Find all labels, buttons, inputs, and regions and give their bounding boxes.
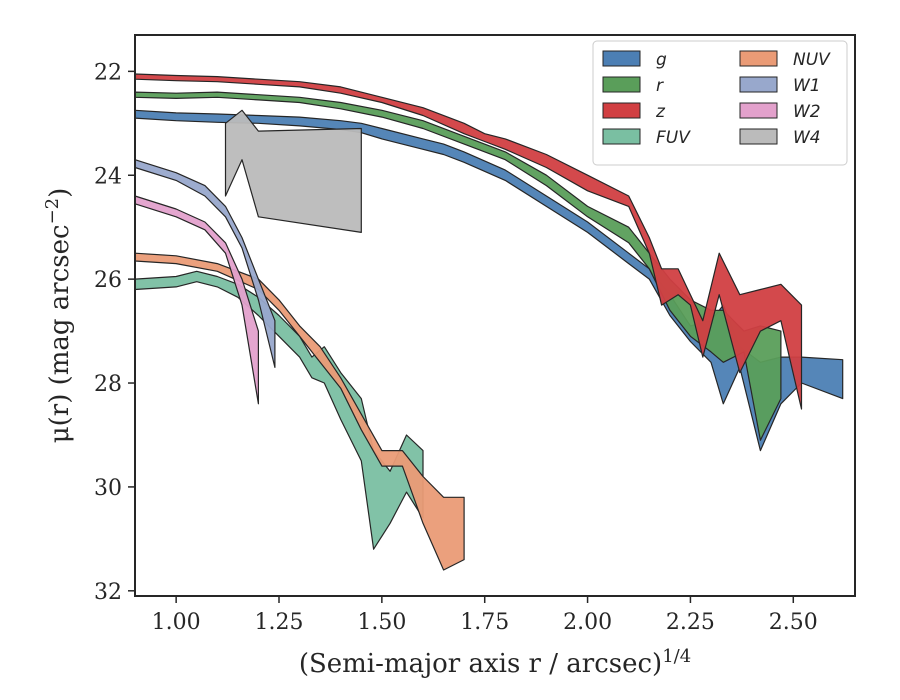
legend-swatch-fuv: [602, 128, 641, 145]
legend-swatch-r: [602, 76, 641, 93]
legend-swatch-g: [602, 50, 641, 67]
legend-swatch-nuv: [739, 50, 778, 67]
band-z: [134, 73, 803, 410]
x-tick-label: 1.50: [357, 610, 406, 635]
x-tick-label: 2.00: [563, 610, 612, 635]
x-tick-label: 2.25: [666, 610, 715, 635]
legend-swatch-w2: [739, 102, 778, 119]
y-tick-label: 28: [94, 372, 122, 397]
legend-swatch-w4: [739, 128, 778, 145]
band-w2: [134, 195, 259, 405]
band-fuv: [134, 270, 424, 550]
legend-label-r: r: [656, 76, 664, 96]
y-tick-label: 26: [94, 268, 122, 293]
legend-swatch-z: [602, 102, 641, 119]
band-r: [134, 91, 782, 441]
x-tick-label: 1.00: [152, 610, 201, 635]
x-tick-label: 1.75: [460, 610, 509, 635]
band-w4: [224, 109, 362, 233]
band-nuv: [134, 252, 465, 571]
x-tick-label: 1.25: [255, 610, 304, 635]
legend-label-w2: W2: [793, 102, 821, 122]
y-tick-label: 32: [94, 580, 122, 605]
plot-frame: [134, 34, 856, 597]
y-tick-label: 30: [94, 476, 122, 501]
legend: grz FUV NUV W1 W2 W4: [592, 40, 848, 166]
legend-label-z: z: [655, 102, 666, 122]
x-axis-ticks: 1.00 1.25 1.50 1.75 2.00 2.25 2.50: [152, 596, 818, 635]
legend-box: [592, 40, 848, 166]
legend-label-nuv: NUV: [793, 50, 831, 70]
y-tick-label: 22: [94, 60, 122, 85]
legend-label-w4: W4: [793, 128, 821, 148]
legend-label-w1: W1: [793, 76, 821, 96]
y-tick-label: 24: [94, 164, 122, 189]
x-axis-title: (Semi-major axis r / arcsec)1/4​: [299, 646, 691, 679]
legend-label-g: g: [656, 50, 667, 70]
y-axis-title: μ(r) (mag arcsec−2​): [42, 188, 75, 444]
band-w1: [134, 159, 276, 368]
legend-label-fuv: FUV: [656, 128, 691, 148]
x-tick-label: 2.50: [769, 610, 818, 635]
y-axis-ticks: 22 24 26 28 30 32: [94, 60, 135, 605]
legend-swatch-w1: [739, 76, 778, 93]
profile-bands: [134, 73, 844, 571]
